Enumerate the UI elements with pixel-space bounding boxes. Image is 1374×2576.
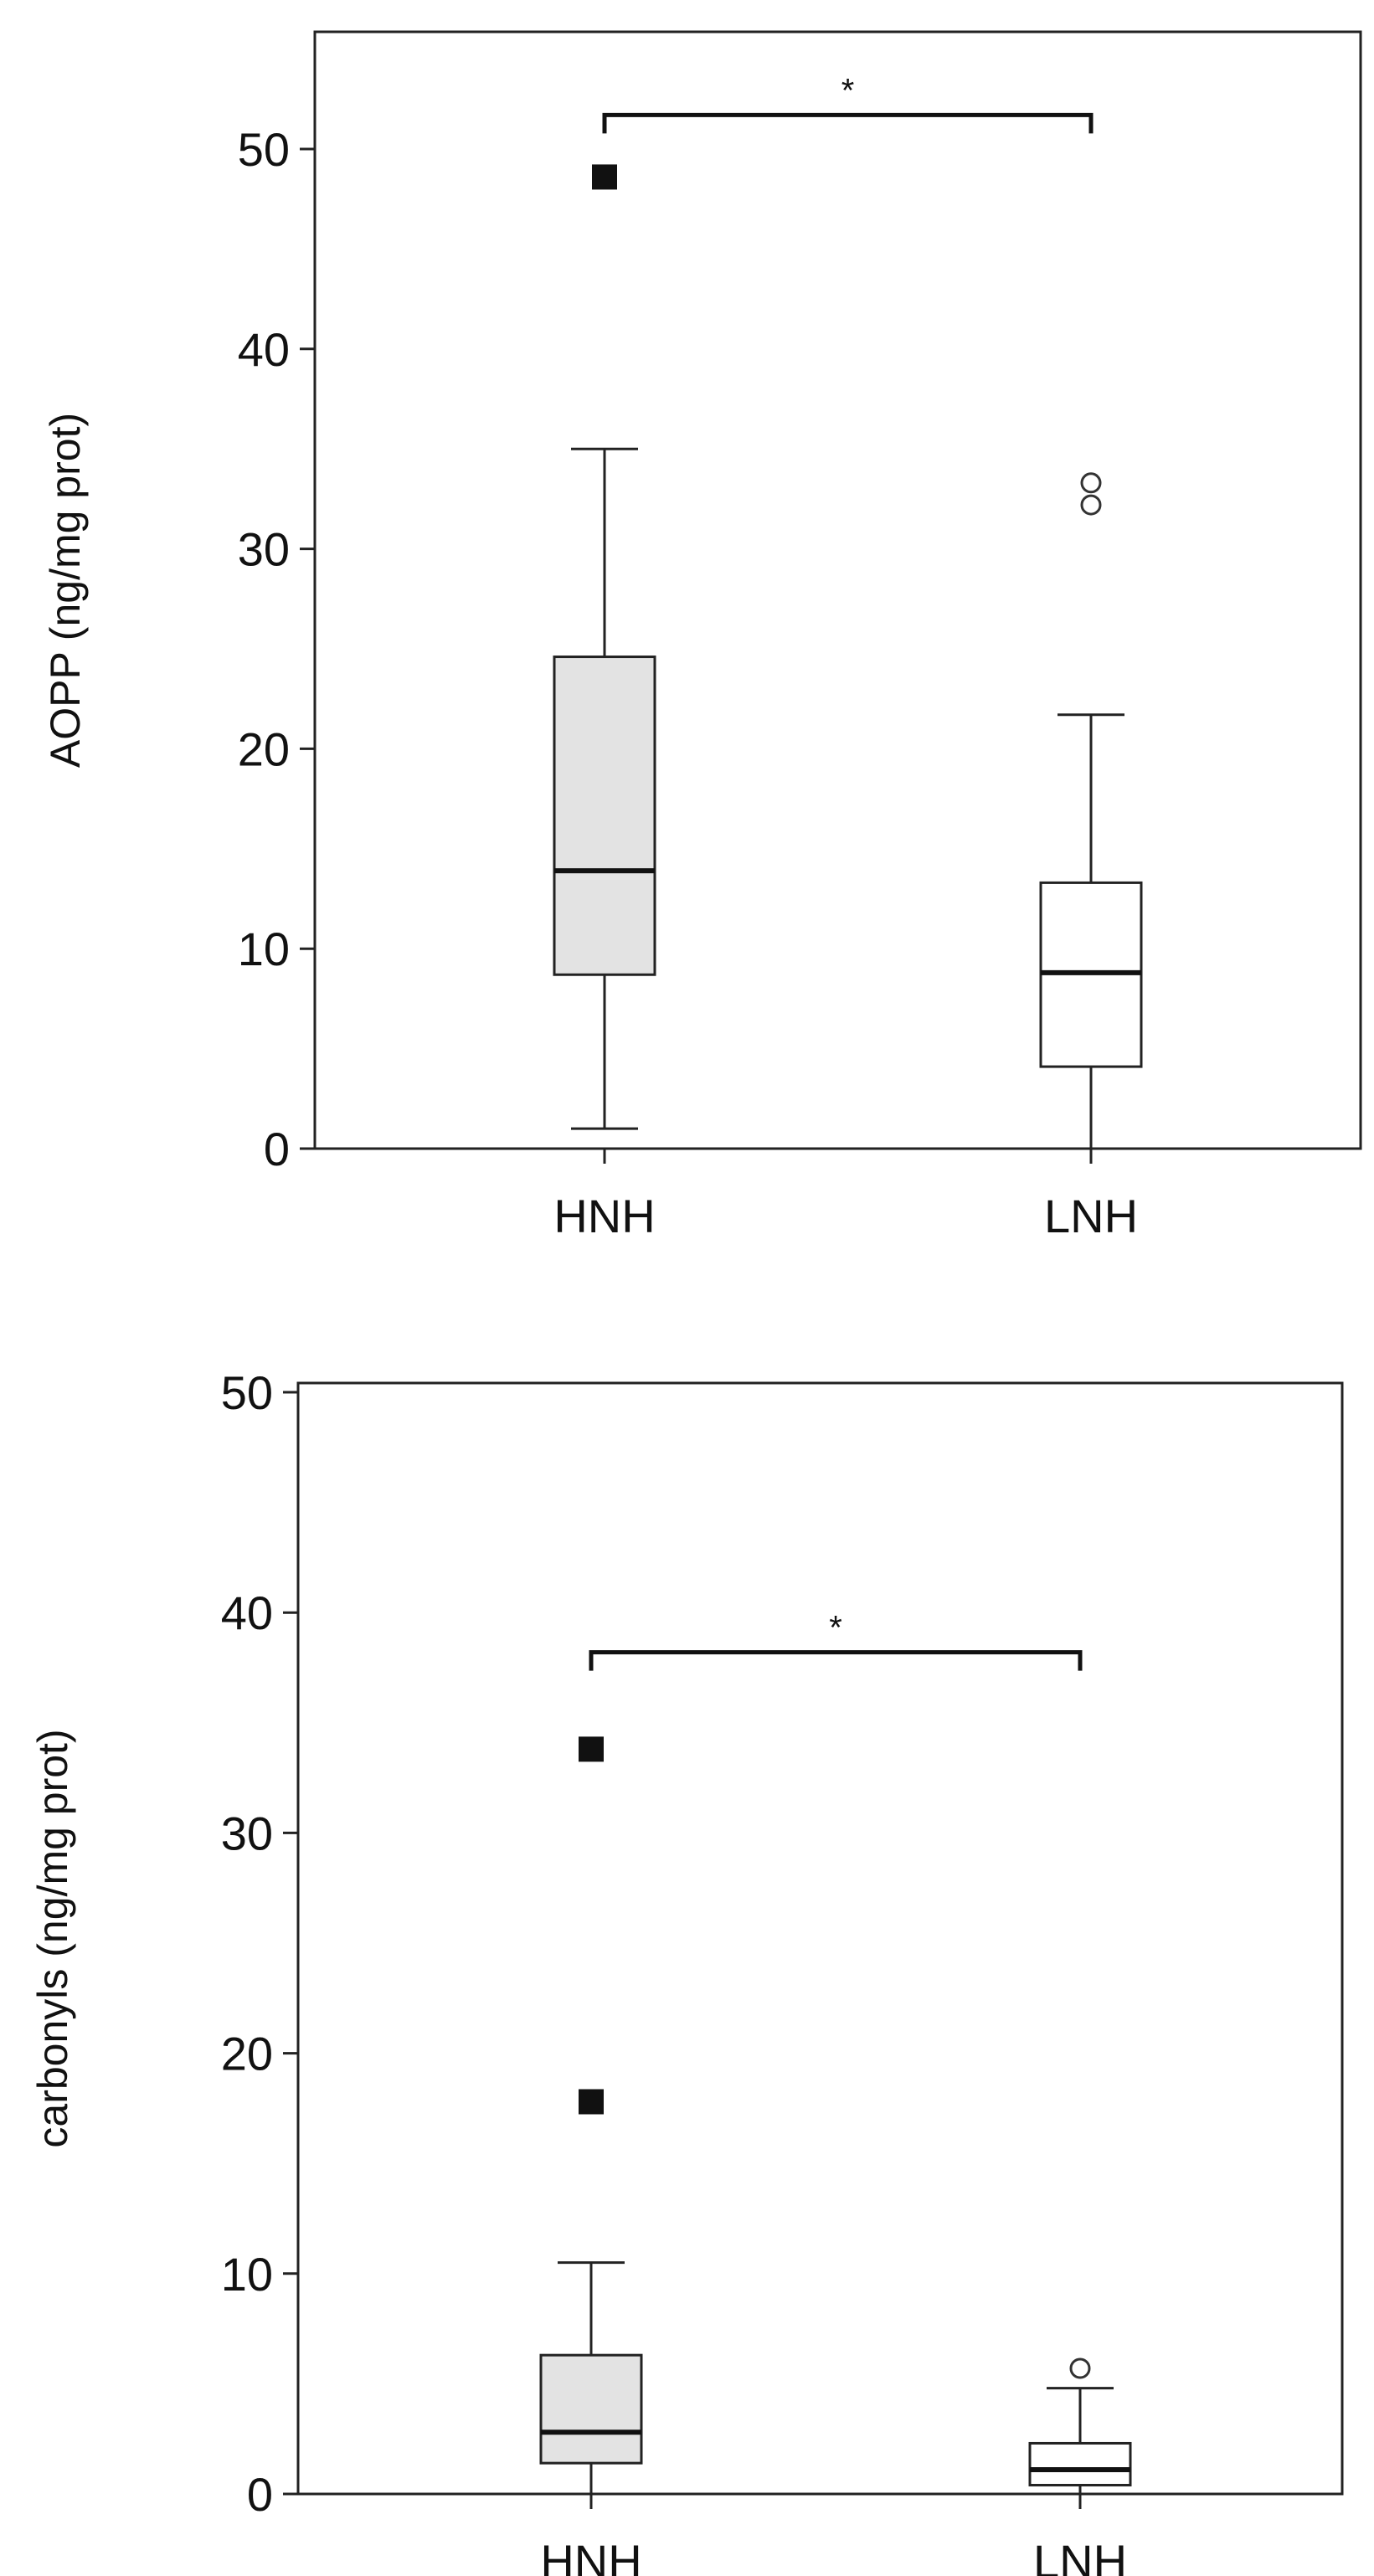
extreme-point [592,164,617,190]
y-tick-label: 50 [238,123,290,176]
extreme-point [579,2089,604,2115]
outlier-point [1080,494,1102,516]
plot-frame [296,1381,1344,2496]
outlier-point [1069,2357,1091,2379]
bracket-line [589,1650,1083,1671]
aopp-boxplot-panel: 0 10 20 30 40 50 AOPP (ng/mg prot) HNH LNH * [42,30,1362,1242]
y-tick-label: 0 [247,2468,273,2521]
y-axis-title: AOPP (ng/mg prot) [42,413,89,768]
box-hnh [539,1736,643,2494]
y-tick-label: 30 [238,523,290,576]
y-tick-label: 10 [221,2248,273,2301]
box-lnh [1039,472,1143,1149]
category-label-hnh: HNH [553,1190,655,1242]
carbonyls-boxplot-panel: 0 10 20 30 40 50 carbonyls (ng/mg prot) HNH LNH * [29,1366,1344,2576]
y-tick-label: 20 [238,722,290,775]
y-tick-label: 0 [264,1123,290,1175]
significance-label: * [841,72,855,109]
significance-bracket: * [602,72,1094,134]
category-label-hnh: HNH [540,2535,641,2576]
significance-label: * [829,1610,842,1647]
extreme-point [579,1736,604,1762]
y-tick-label: 20 [221,2028,273,2080]
iqr-box [539,2353,643,2465]
box-hnh [553,164,656,1130]
bracket-line [602,112,1094,134]
y-tick-label: 40 [221,1586,273,1639]
iqr-box [1028,2441,1132,2486]
y-tick-label: 30 [221,1807,273,1859]
category-label-lnh: LNH [1044,1190,1138,1242]
y-tick-label: 10 [238,923,290,975]
y-tick-label: 50 [221,1366,273,1419]
plot-frame [313,30,1362,1150]
y-tick-label: 40 [238,323,290,376]
box-lnh [1028,2357,1132,2494]
outlier-point [1080,472,1102,494]
significance-bracket: * [589,1610,1083,1671]
iqr-box [553,656,656,976]
y-axis-title: carbonyls (ng/mg prot) [29,1729,76,2147]
category-label-lnh: LNH [1033,2535,1127,2576]
